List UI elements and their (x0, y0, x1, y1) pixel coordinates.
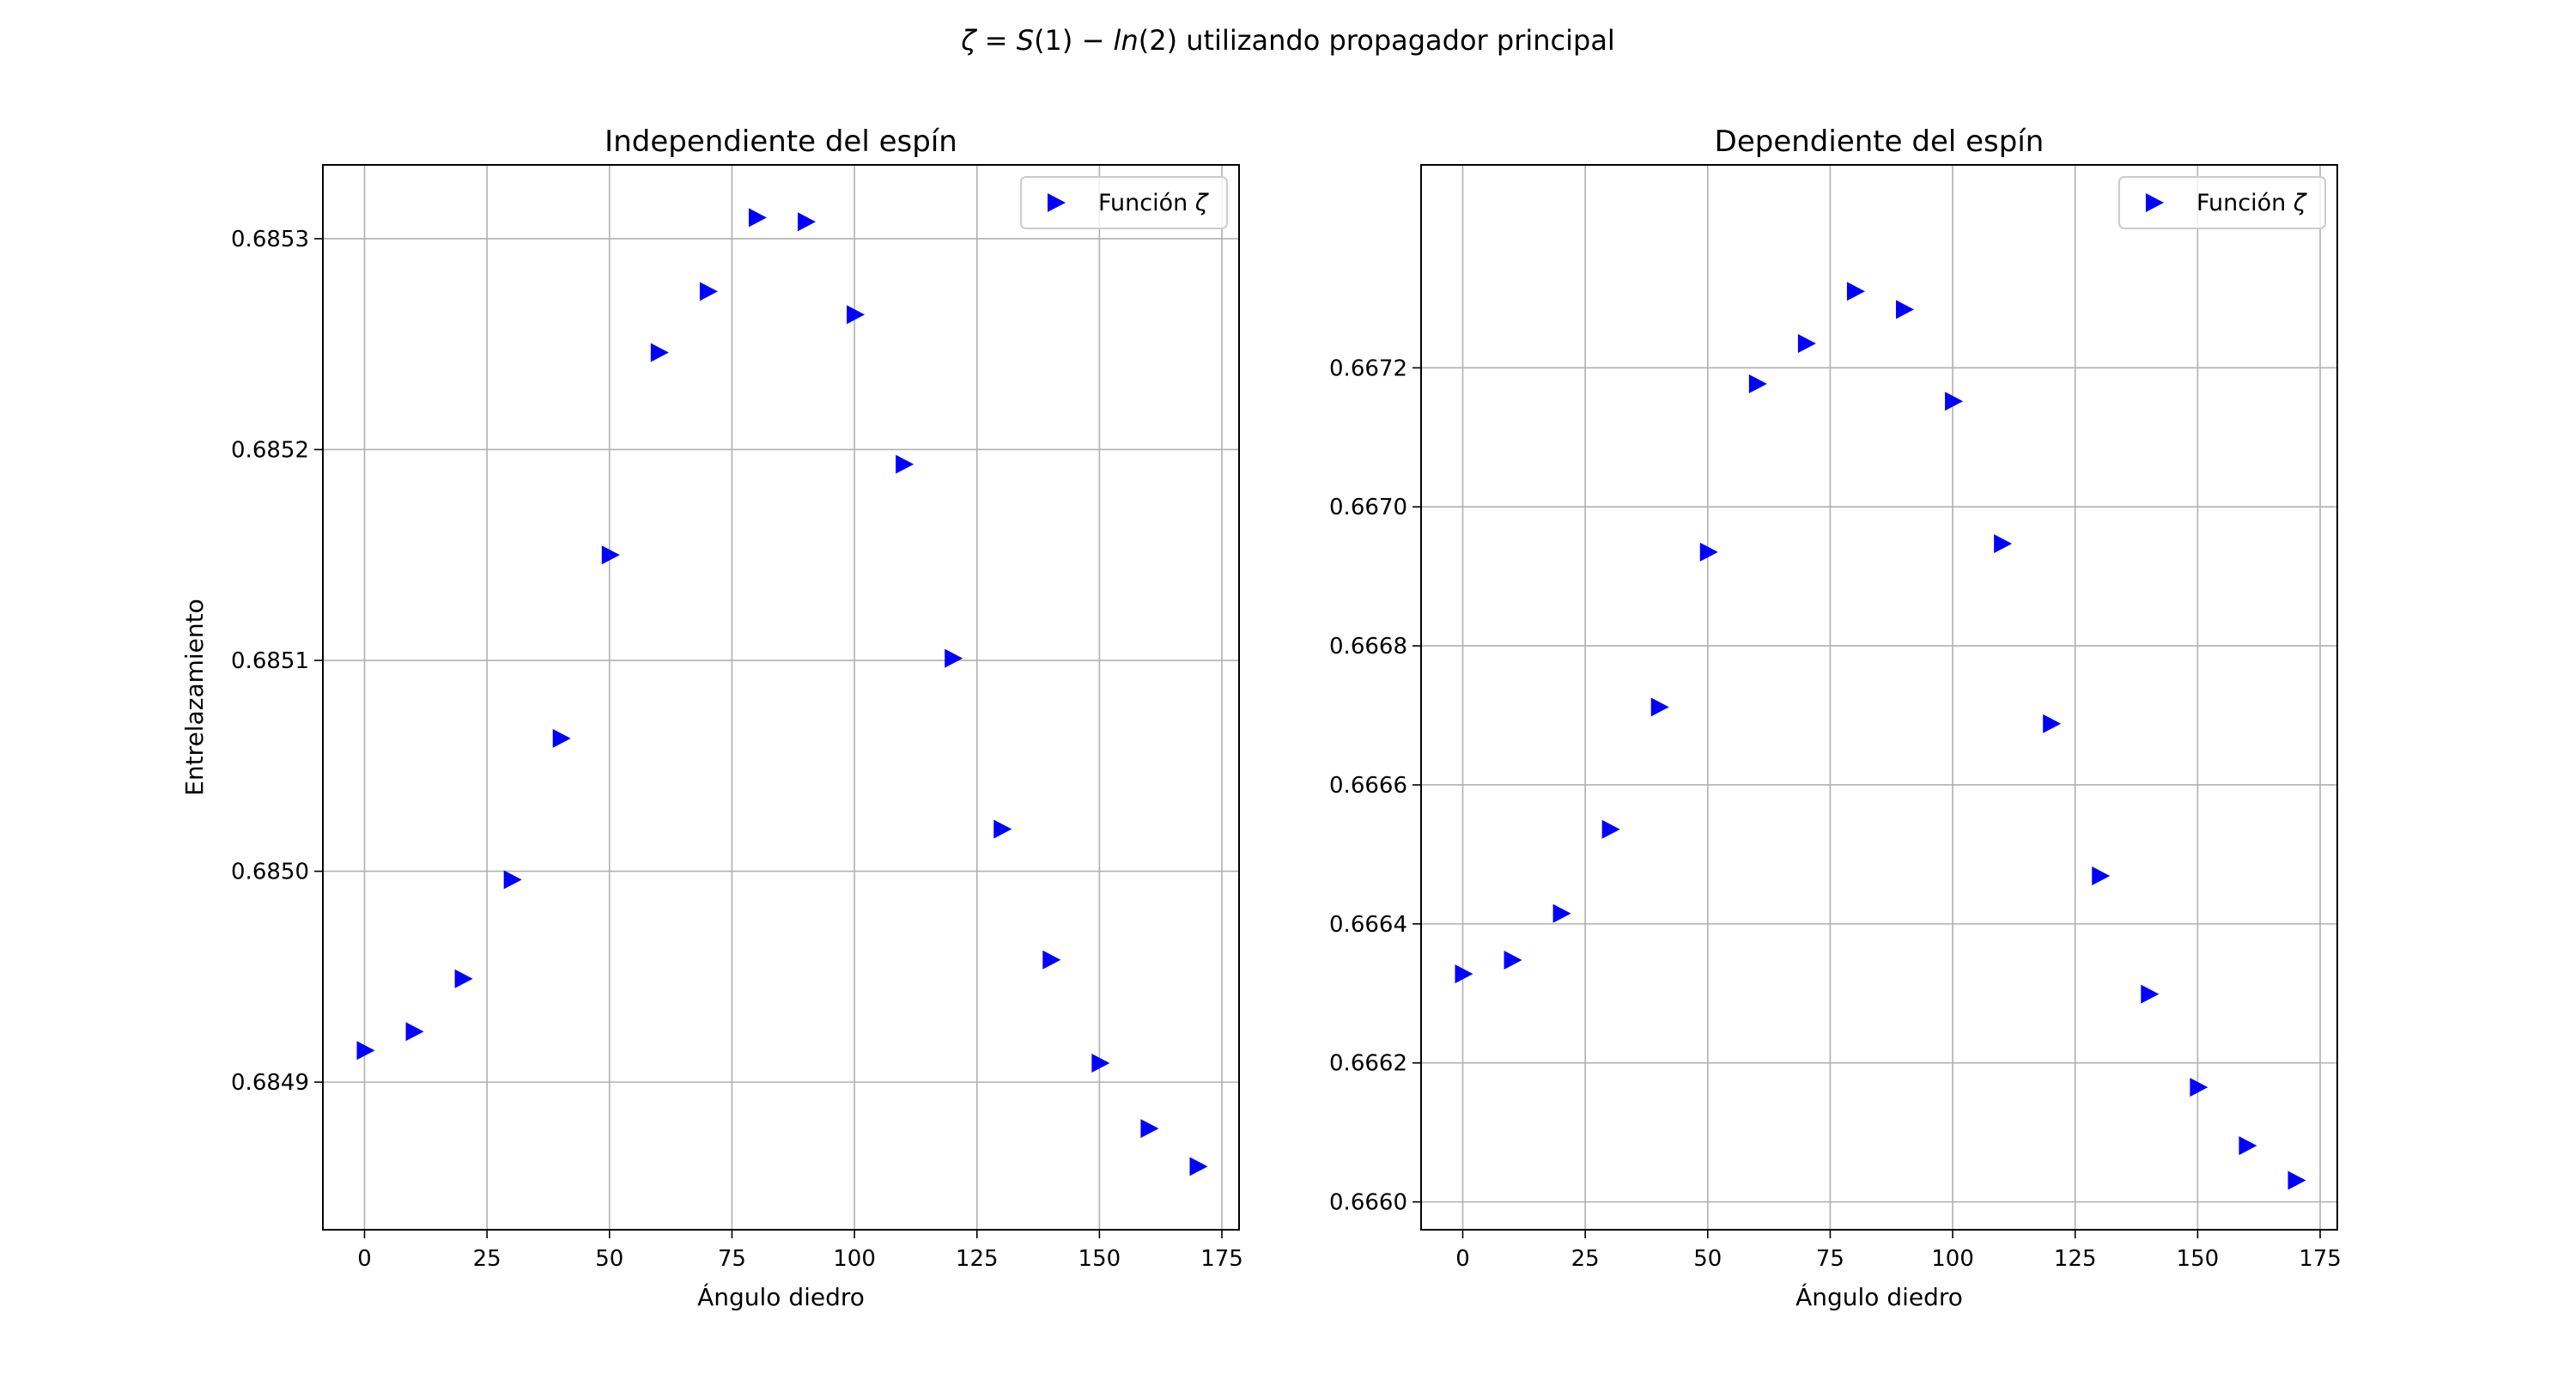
data-point-marker (552, 728, 571, 748)
data-point-marker (1994, 534, 2013, 554)
y-tick-label: 0.6853 (231, 227, 309, 252)
data-point-marker (1091, 1054, 1110, 1073)
data-point-marker (1140, 1119, 1159, 1139)
y-tick-label: 0.6666 (1329, 773, 1407, 799)
x-tick-label: 0 (1455, 1246, 1470, 1272)
suptitle-mid: (1) − (1034, 24, 1113, 57)
data-point-marker (2239, 1136, 2257, 1156)
legend: Función ζ (1020, 176, 1228, 229)
suptitle-s: S (1017, 24, 1034, 57)
left-subplot: 0 25 50 75 100 125 150 175 0.6849 0.6850 0.6851 0.6… (180, 125, 1243, 1311)
data-point-marker (699, 282, 718, 301)
x-tick-label: 0 (357, 1246, 372, 1272)
y-tick-label: 0.6850 (231, 860, 309, 885)
data-point-marker (945, 648, 963, 668)
suptitle-equals: = (976, 24, 1017, 57)
x-tick-label: 75 (718, 1246, 746, 1272)
x-axis-label: Ángulo diedro (697, 1282, 865, 1311)
data-point-marker (798, 212, 817, 232)
data-point-marker (601, 545, 620, 565)
data-point-marker (454, 969, 473, 988)
data-point-marker (2190, 1078, 2208, 1097)
x-tick-label: 150 (1078, 1246, 1121, 1272)
x-tick-label: 50 (595, 1246, 623, 1272)
data-point-marker (993, 819, 1012, 839)
data-point-marker (1504, 950, 1522, 970)
x-tick-label: 175 (2299, 1246, 2342, 1272)
data-point-marker (503, 870, 522, 890)
data-point-marker (1945, 392, 1964, 411)
data-point-marker (1797, 334, 1816, 354)
axes-frame (322, 164, 1240, 1231)
x-tick-label: 75 (1816, 1246, 1844, 1272)
x-tick-label: 125 (2054, 1246, 2097, 1272)
data-point-marker (2092, 866, 2111, 886)
data-point-marker (1650, 697, 1669, 717)
axes-frame (1420, 164, 2338, 1231)
y-tick-label: 0.6672 (1329, 356, 1407, 381)
legend-box (1020, 176, 1228, 229)
x-tick-label: 100 (833, 1246, 876, 1272)
data-point-marker (1846, 282, 1865, 301)
data-point-marker (896, 454, 914, 474)
x-axis-label: Ángulo diedro (1795, 1282, 1963, 1311)
data-point-marker (1552, 903, 1571, 923)
data-point-marker (1189, 1157, 1208, 1176)
y-tick-label: 0.6849 (231, 1070, 309, 1096)
subplot-title: Independiente del espín (605, 125, 957, 159)
x-tick-label: 50 (1693, 1246, 1722, 1272)
y-axis-label: Entrelazamiento (180, 599, 209, 795)
legend: Función ζ (2118, 176, 2326, 229)
data-point-marker (1601, 819, 1620, 839)
y-tick-label: 0.6852 (231, 437, 309, 463)
data-point-marker (2043, 714, 2062, 733)
data-point-marker (847, 305, 866, 325)
subplot-title: Dependiente del espín (1715, 125, 2044, 159)
suptitle-zeta: ζ (960, 24, 977, 57)
legend-marker (1048, 193, 1066, 212)
right-subplot: 0 25 50 75 100 125 150 175 0.6660 0.6662 0.6664 0.6… (1329, 125, 2342, 1311)
data-point-marker (405, 1022, 424, 1042)
suptitle-tail: (2) utilizando propagador principal (1139, 24, 1615, 57)
legend-marker (2146, 193, 2164, 212)
data-point-marker (1896, 300, 1915, 319)
y-tick-label: 0.6662 (1329, 1051, 1407, 1077)
legend-label: Función ζ (1098, 190, 1209, 216)
x-tick-label: 100 (1931, 1246, 1974, 1272)
data-point-marker (2141, 984, 2160, 1004)
data-point-marker (2287, 1170, 2306, 1190)
legend-label: Función ζ (2196, 190, 2307, 216)
x-tick-label: 25 (473, 1246, 501, 1272)
x-tick-label: 25 (1571, 1246, 1600, 1272)
y-tick-label: 0.6851 (231, 648, 309, 674)
suptitle-ln: ln (1114, 24, 1139, 57)
y-tick-label: 0.6660 (1329, 1190, 1407, 1216)
x-tick-label: 175 (1200, 1246, 1243, 1272)
data-point-marker (1455, 964, 1473, 984)
data-point-marker (650, 343, 669, 362)
data-point-marker (748, 208, 767, 228)
x-tick-label: 125 (956, 1246, 999, 1272)
data-point-marker (356, 1041, 375, 1061)
legend-box (2118, 176, 2326, 229)
x-tick-label: 150 (2177, 1246, 2220, 1272)
data-point-marker (1042, 950, 1061, 970)
y-tick-label: 0.6670 (1329, 495, 1407, 520)
data-point-marker (1699, 542, 1718, 562)
y-tick-label: 0.6668 (1329, 634, 1407, 660)
data-point-marker (1748, 374, 1767, 393)
y-tick-label: 0.6664 (1329, 912, 1407, 938)
figure-suptitle: ζ = S(1) − ln(2) utilizando propagador p… (960, 24, 1615, 57)
